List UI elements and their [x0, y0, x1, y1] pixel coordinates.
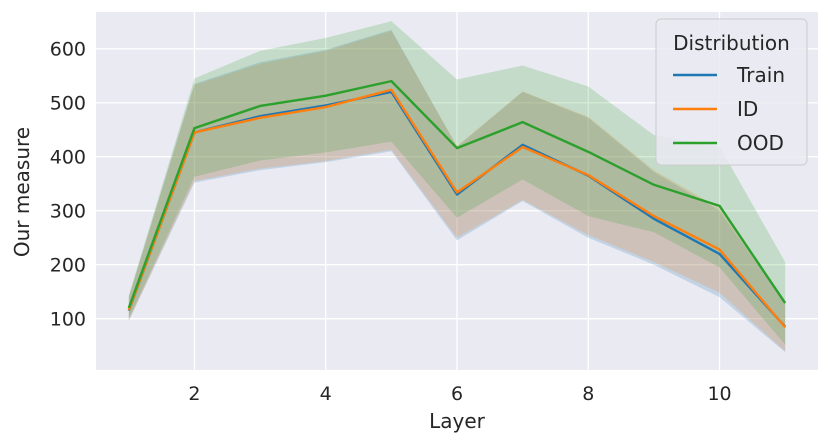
- x-tick-label: 6: [451, 383, 463, 405]
- legend: Distribution Train ID OOD: [655, 18, 808, 166]
- x-tick-labels: 2 4 6 8 10: [188, 383, 731, 405]
- x-tick-label: 2: [188, 383, 200, 405]
- x-tick-label: 10: [707, 383, 731, 405]
- y-tick-label: 400: [50, 147, 86, 169]
- y-tick-label: 500: [50, 93, 86, 115]
- series-line-ood: [127, 79, 787, 309]
- x-axis-title: Layer: [429, 409, 486, 433]
- y-tick-label: 300: [50, 201, 86, 223]
- series-lines: [127, 79, 787, 329]
- legend-box: [655, 18, 808, 166]
- legend-label-ood: OOD: [737, 131, 784, 155]
- legend-label-train: Train: [736, 63, 785, 87]
- legend-title: Distribution: [673, 31, 790, 55]
- y-tick-labels: 100 200 300 400 500 600: [50, 39, 86, 331]
- series-line-id: [127, 88, 787, 329]
- x-tick-label: 8: [582, 383, 594, 405]
- confidence-band-ood: [128, 21, 786, 345]
- y-tick-label: 600: [50, 39, 86, 61]
- y-tick-label: 200: [50, 255, 86, 277]
- y-tick-label: 100: [50, 309, 86, 331]
- x-tick-label: 4: [320, 383, 332, 405]
- legend-label-id: ID: [737, 97, 758, 121]
- y-axis-title: Our measure: [10, 127, 34, 257]
